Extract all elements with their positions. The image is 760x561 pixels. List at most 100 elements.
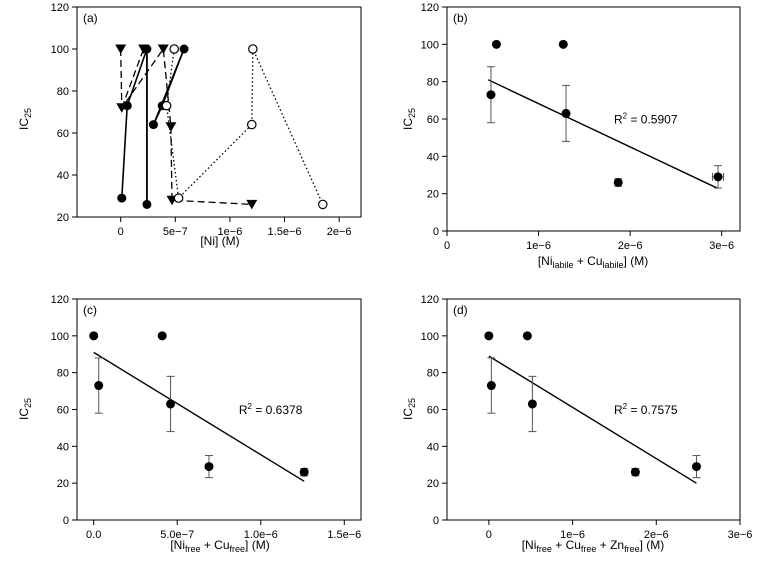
data-point — [486, 90, 496, 100]
y-tick-label: 100 — [421, 331, 439, 343]
y-axis-title: IC25 — [17, 108, 33, 130]
y-tick-label: 60 — [427, 114, 439, 126]
panel-2: (c) 0 20 40 60 80 100 120 0.0 5.0e−7 1.0e−6 1.5e−6 I… — [17, 294, 362, 554]
y-tick-label: 0 — [433, 226, 439, 238]
data-point — [94, 381, 104, 391]
r-squared-label: R2 = 0.6378 — [239, 402, 303, 417]
y-tick-label: 80 — [57, 368, 69, 380]
data-point — [173, 193, 184, 203]
x-tick-label: 1.5e−6 — [327, 529, 361, 541]
y-tick-label: 20 — [427, 478, 439, 490]
x-tick-label: 0 — [118, 226, 124, 238]
y-tick-label: 80 — [57, 86, 69, 98]
data-point — [169, 44, 180, 54]
regression-line — [488, 355, 697, 484]
x-tick-label: 1e−6 — [218, 226, 243, 238]
y-tick-label: 0 — [63, 515, 69, 527]
y-axis-title: IC25 — [401, 398, 417, 420]
x-axis-title: [Ni] (M) — [200, 234, 239, 248]
x-axis-title: [Nifree + Cufree + Znfree] (M) — [522, 538, 665, 554]
data-point — [204, 462, 214, 472]
data-point — [157, 44, 169, 54]
data-point — [630, 467, 640, 477]
panel-0: (a) 20 40 60 80 100 120 0 5e−7 1e−6 1.5e−6 2e−6 IC25… — [17, 2, 362, 248]
series-line — [120, 47, 252, 206]
data-point — [165, 122, 177, 132]
data-point — [89, 331, 99, 341]
data-point — [246, 199, 258, 210]
y-tick-label: 80 — [427, 77, 439, 89]
x-tick-label: 2e−6 — [618, 240, 643, 252]
x-tick-label: 1e−6 — [560, 529, 585, 541]
y-tick-label: 100 — [51, 331, 69, 343]
x-tick-label: 3e−6 — [709, 240, 734, 252]
y-tick-label: 20 — [57, 478, 69, 490]
y-tick-label: 40 — [57, 170, 69, 182]
plot-frame — [76, 6, 362, 218]
data-point — [115, 44, 127, 54]
data-point — [486, 381, 496, 391]
x-tick-label: 1.0e−6 — [244, 529, 278, 541]
data-point — [138, 44, 150, 54]
data-point — [691, 462, 701, 472]
data-point — [142, 199, 152, 209]
data-point — [527, 399, 537, 409]
y-tick-label: 60 — [57, 405, 69, 417]
data-point — [148, 120, 158, 130]
r-squared-label: R2 = 0.7575 — [614, 402, 678, 417]
data-point — [179, 44, 189, 54]
series-1 — [115, 44, 258, 210]
x-tick-label: 1.5e−6 — [268, 226, 302, 238]
data-point — [713, 172, 723, 182]
data-point — [613, 177, 623, 187]
series-2 — [161, 44, 328, 210]
panel-label: (b) — [453, 11, 468, 25]
series-line — [165, 48, 324, 205]
y-tick-label: 60 — [57, 128, 69, 140]
regression-line — [487, 79, 718, 189]
data-point — [157, 331, 167, 341]
series-line — [121, 48, 145, 109]
y-tick-label: 60 — [427, 405, 439, 417]
data-point — [561, 108, 571, 118]
data-point — [161, 100, 172, 111]
data-point — [248, 44, 258, 54]
y-tick-label: 80 — [427, 368, 439, 380]
x-tick-label: 0 — [486, 529, 492, 541]
y-tick-label: 120 — [51, 2, 69, 14]
x-axis-title: [Nilabile + Culabile] (M) — [538, 254, 648, 270]
y-tick-label: 120 — [421, 2, 439, 14]
x-tick-label: 1e−6 — [526, 240, 551, 252]
y-tick-label: 100 — [51, 44, 69, 56]
y-axis-title: IC25 — [401, 108, 417, 130]
data-point — [246, 119, 257, 130]
x-tick-label: 5.0e−7 — [160, 529, 194, 541]
y-tick-label: 40 — [427, 441, 439, 453]
data-point — [116, 103, 128, 113]
data-point — [558, 39, 568, 49]
panel-label: (a) — [83, 11, 98, 25]
y-axis-title: IC25 — [17, 398, 33, 420]
y-tick-label: 20 — [57, 212, 69, 224]
data-point — [299, 467, 309, 477]
y-tick-label: 100 — [421, 39, 439, 51]
x-tick-label: 0.0 — [86, 529, 101, 541]
y-tick-label: 120 — [421, 294, 439, 306]
series-line — [152, 48, 185, 125]
regression-line — [93, 351, 305, 482]
x-tick-label: 5e−7 — [163, 226, 188, 238]
y-tick-label: 20 — [427, 189, 439, 201]
panel-label: (c) — [83, 303, 97, 317]
plot-frame — [76, 298, 362, 521]
y-tick-label: 0 — [433, 515, 439, 527]
panel-3: (d) 0 20 40 60 80 100 120 0 1e−6 2e−6 3e−6 IC25 [Nifr… — [401, 294, 752, 554]
y-tick-label: 40 — [57, 441, 69, 453]
x-tick-label: 2e−6 — [644, 529, 669, 541]
x-axis-title: [Nifree + Cufree] (M) — [170, 538, 269, 554]
data-point — [491, 39, 501, 49]
panel-label: (d) — [453, 303, 468, 317]
data-point — [484, 331, 494, 341]
data-point — [117, 193, 127, 203]
y-tick-label: 120 — [51, 294, 69, 306]
